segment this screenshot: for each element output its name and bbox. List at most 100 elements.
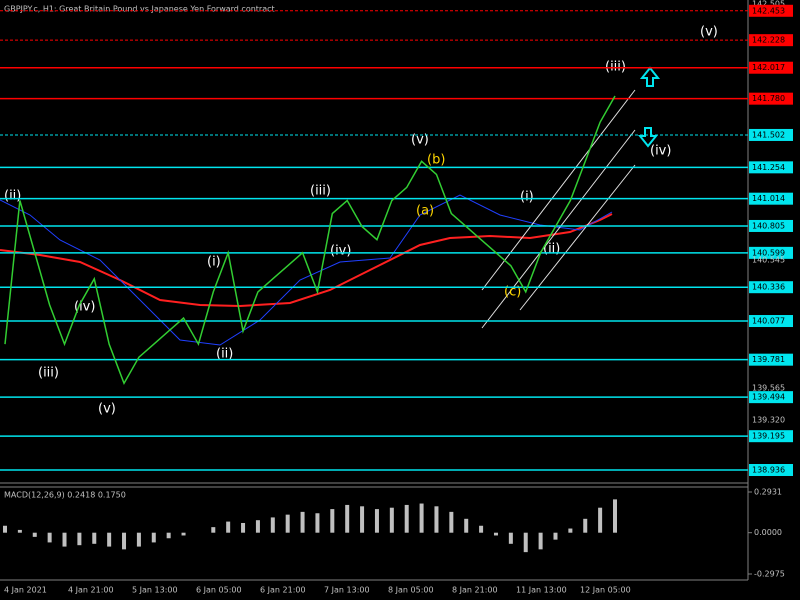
time-label: 7 Jan 13:00: [324, 586, 370, 595]
up-arrow: [639, 66, 661, 87]
wave-label: (v): [411, 133, 429, 148]
macd-bar: [598, 507, 603, 533]
price-label: 139.565: [752, 383, 785, 392]
time-label: 11 Jan 13:00: [516, 586, 567, 595]
price-label-bg: [749, 61, 793, 74]
macd-bar: [568, 528, 573, 533]
macd-bar: [181, 532, 186, 536]
price-label: 139.195: [752, 432, 785, 441]
macd-bar: [330, 509, 335, 533]
macd-bar: [538, 532, 543, 550]
wave-label: (v): [700, 25, 718, 40]
price-label: 142.228: [752, 36, 785, 45]
price-label-bg: [749, 281, 793, 294]
price-label: 142.017: [752, 63, 785, 72]
wave-label: (iv): [330, 244, 351, 259]
wave-label: (v): [98, 402, 116, 417]
price-label: 141.014: [752, 194, 785, 203]
price-label: 141.502: [752, 130, 785, 139]
time-label: 4 Jan 21:00: [68, 586, 114, 595]
macd-tick-label: 0.2931: [754, 488, 782, 497]
macd-bar: [434, 506, 439, 533]
macd-bar: [613, 499, 617, 533]
wave-label: (i): [520, 190, 534, 205]
price-label: 139.320: [752, 415, 785, 424]
macd-bar: [166, 532, 171, 539]
macd-bar: [62, 532, 67, 547]
macd-bar: [553, 532, 558, 540]
price-label-bg: [749, 128, 793, 141]
wave-label: (c): [504, 285, 521, 300]
price-label: 140.599: [752, 248, 785, 257]
wave-label: (b): [427, 153, 445, 168]
time-label: 8 Jan 21:00: [452, 586, 498, 595]
macd-bar: [285, 514, 290, 533]
wave-label: (iii): [38, 366, 59, 381]
macd-bar: [47, 532, 52, 543]
time-label: 5 Jan 13:00: [132, 586, 178, 595]
macd-bar: [389, 507, 394, 533]
price-label: 141.254: [752, 163, 785, 172]
macd-bar: [107, 532, 112, 547]
price-label-bg: [749, 246, 793, 259]
price-label-bg: [749, 192, 793, 205]
price-label-bg: [749, 391, 793, 404]
price-label: 142.453: [752, 6, 785, 15]
wave-label: (iv): [650, 144, 671, 159]
macd-tick-label: 0.0000: [754, 528, 782, 537]
wave-label: (iii): [310, 184, 331, 199]
price-label: 141.780: [752, 94, 785, 103]
down-arrow: [637, 127, 659, 148]
time-label: 12 Jan 05:00: [580, 586, 631, 595]
macd-bar: [122, 532, 127, 550]
chart-title: GBPJPY.c, H1: Great Britain Pound vs Jap…: [4, 5, 275, 14]
macd-bar: [92, 532, 97, 544]
macd-bar: [32, 532, 37, 537]
macd-bar: [508, 532, 513, 544]
price-label-bg: [749, 315, 793, 328]
price-label-bg: [749, 219, 793, 232]
price-label-bg: [749, 353, 793, 366]
price-label: 140.805: [752, 221, 785, 230]
macd-bar: [77, 532, 82, 546]
moving-average: [0, 213, 613, 308]
time-label: 8 Jan 05:00: [388, 586, 434, 595]
price-label: 138.936: [752, 466, 785, 475]
time-label: 4 Jan 2021: [4, 586, 47, 595]
macd-tick-label: -0.2975: [754, 570, 785, 579]
macd-bar: [464, 518, 469, 533]
price-label: 140.545: [752, 255, 785, 264]
macd-bar: [270, 517, 275, 533]
price-label-bg: [749, 464, 793, 476]
macd-bar: [136, 532, 141, 547]
price-label-bg: [749, 92, 793, 105]
macd-bar: [583, 518, 588, 533]
wave-label: (a): [416, 204, 434, 219]
macd-bar: [479, 525, 484, 533]
macd-bar: [493, 532, 498, 536]
macd-bar: [449, 511, 454, 533]
macd-bar: [374, 509, 379, 533]
price-label: 140.336: [752, 283, 785, 292]
price-label: 139.781: [752, 355, 785, 364]
macd-bar: [419, 503, 424, 533]
macd-bar: [404, 504, 409, 533]
macd-bar: [226, 521, 231, 533]
macd-bar: [255, 520, 260, 533]
trend-channel: [481, 89, 636, 329]
macd-bar: [523, 532, 528, 553]
price-label: 140.077: [752, 317, 785, 326]
macd-bar: [3, 525, 7, 533]
price-label-bg: [749, 4, 793, 17]
price-label: 139.494: [752, 393, 785, 402]
price-label: 142.505: [752, 0, 785, 9]
wave-label: (ii): [4, 189, 21, 204]
wave-label: (iv): [74, 300, 95, 315]
price-label-bg: [749, 34, 793, 47]
macd-label: MACD(12,26,9) 0.2418 0.1750: [4, 491, 126, 500]
macd-bar: [360, 506, 365, 533]
macd-bar: [17, 529, 22, 533]
price-label-bg: [749, 161, 793, 174]
